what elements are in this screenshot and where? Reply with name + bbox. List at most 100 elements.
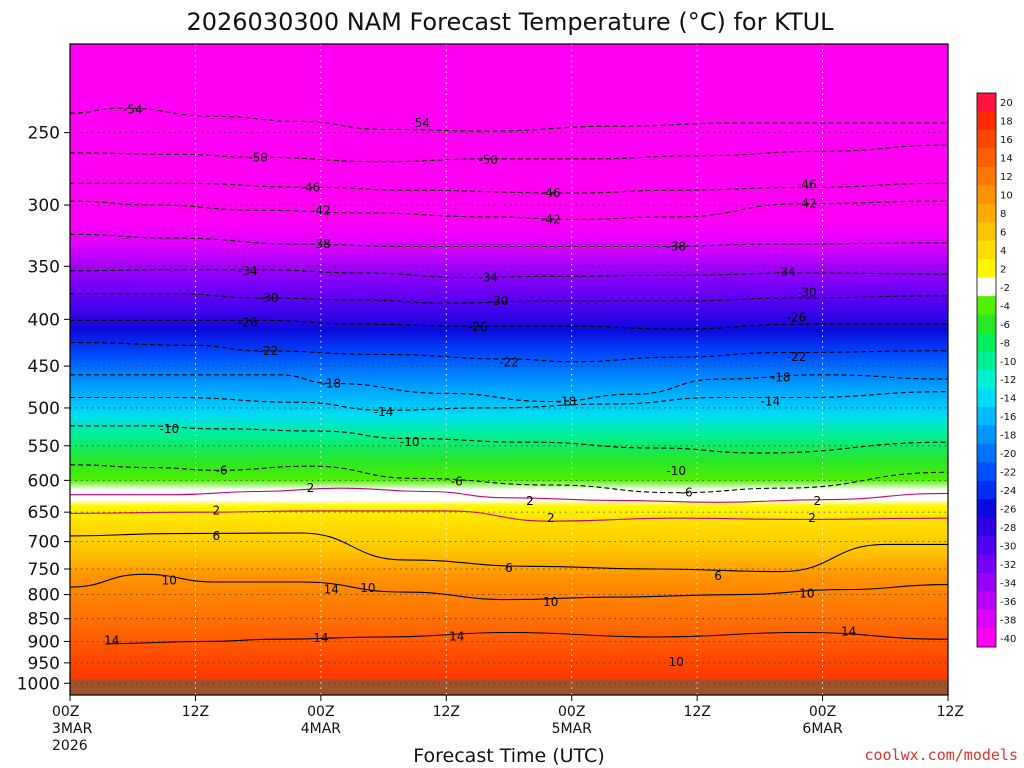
colorbar-label: -36 <box>1000 597 1016 608</box>
colorbar-swatch <box>977 185 996 205</box>
contour-label: -46 <box>301 180 321 194</box>
isotherm-2 <box>70 510 948 522</box>
chart-title: 2026030300 NAM Forecast Temperature (°C)… <box>186 8 834 36</box>
contour-label: -6 <box>681 486 693 500</box>
contour-label: 10 <box>799 587 814 601</box>
contour-label: -26 <box>238 315 258 329</box>
colorbar-swatch <box>977 573 996 592</box>
contour-label: 6 <box>213 529 221 543</box>
ground-layer <box>70 679 948 695</box>
y-tick-label: 950 <box>28 654 60 674</box>
contour-label: -50 <box>248 150 268 164</box>
colorbar-label: -40 <box>1000 634 1016 645</box>
x-tick-label: 00Z <box>307 704 334 720</box>
contour-label: 10 <box>669 655 684 669</box>
x-tick-label: 00Z <box>558 704 585 720</box>
colorbar-swatch <box>977 93 996 112</box>
contour-label: -10 <box>159 422 179 436</box>
contour-label: -26 <box>468 320 488 334</box>
y-tick-label: 250 <box>28 124 60 144</box>
x-tick-label: 12Z <box>683 704 710 720</box>
colorbar-swatch <box>977 406 996 426</box>
colorbar-label: -16 <box>1000 412 1016 423</box>
x-axis-label: Forecast Time (UTC) <box>413 745 604 767</box>
colorbar-swatch <box>977 443 996 463</box>
y-tick-label: 400 <box>28 310 60 330</box>
colorbar-label: -14 <box>1000 394 1016 405</box>
y-tick-label: 900 <box>28 632 60 652</box>
y-tick-label: 550 <box>28 437 60 457</box>
contour-label: -6 <box>216 463 228 477</box>
contour-label: 10 <box>162 573 177 587</box>
colorbar-label: -32 <box>1000 560 1016 571</box>
isotherm--26 <box>70 319 948 330</box>
colorbar-swatch <box>977 296 996 315</box>
colorbar-swatch <box>977 111 996 131</box>
colorbar-label: -6 <box>1000 320 1010 331</box>
colorbar-label: -10 <box>1000 357 1016 368</box>
colorbar-label: 8 <box>1000 209 1006 220</box>
contour-label: 2 <box>814 494 822 508</box>
isotherm-14 <box>106 631 948 645</box>
colorbar-swatch <box>977 499 996 519</box>
contour-label: -34 <box>776 265 796 279</box>
colorbar-label: 14 <box>1000 154 1013 165</box>
isotherm-10 <box>70 573 948 601</box>
contour-label: 2 <box>307 481 315 495</box>
contour-label: -30 <box>489 294 509 308</box>
colorbar-swatch <box>977 148 996 168</box>
contour-label: -38 <box>311 237 331 251</box>
contour-label: -42 <box>541 212 561 226</box>
colorbar-swatch <box>977 277 996 297</box>
contour-label: -34 <box>238 264 258 278</box>
isotherm--54 <box>70 107 948 132</box>
contour-label: -46 <box>541 186 561 200</box>
contour-label: 2 <box>547 511 555 525</box>
grid-lines <box>70 44 948 695</box>
contour-label: -6 <box>451 475 463 489</box>
credit-link[interactable]: coolwx.com/models <box>864 746 1018 764</box>
isotherm--42 <box>70 200 948 220</box>
contour-label: -54 <box>410 116 430 130</box>
colorbar-label: -22 <box>1000 468 1016 479</box>
colorbar-label: 18 <box>1000 117 1013 128</box>
contour-label: -38 <box>666 239 686 253</box>
contour-label: 14 <box>324 583 339 597</box>
colorbar-label: 6 <box>1000 228 1006 239</box>
colorbar-swatch <box>977 240 996 260</box>
contour-label: -14 <box>374 405 394 419</box>
colorbar-swatch <box>977 370 996 389</box>
colorbar-swatch <box>977 203 996 223</box>
colorbar-label: -20 <box>1000 449 1016 460</box>
contour-label: -50 <box>478 153 498 167</box>
colorbar-label: -38 <box>1000 615 1016 626</box>
x-tick-label: 2026 <box>52 738 88 754</box>
colorbar-swatch <box>977 480 996 500</box>
contour-label: 10 <box>360 581 375 595</box>
y-tick-label: 450 <box>28 357 60 377</box>
contour-label: -42 <box>797 197 817 211</box>
colorbar-swatch <box>977 351 996 371</box>
colorbar-label: -28 <box>1000 523 1016 534</box>
contour-label: -30 <box>259 291 279 305</box>
contour-label: 2 <box>808 511 816 525</box>
colorbar-swatch <box>977 222 996 242</box>
y-tick-label: 300 <box>28 196 60 216</box>
isotherm--38 <box>70 233 948 248</box>
x-tick-label: 00Z <box>52 704 79 720</box>
colorbar-label: -34 <box>1000 578 1016 589</box>
x-tick-label: 12Z <box>937 704 964 720</box>
y-tick-label: 800 <box>28 586 60 606</box>
x-tick-label: 6MAR <box>802 721 843 737</box>
colorbar-legend: 20 18 16 14 12 10 8 6 4 2 -2 -4 -6 -8 -10 -12 -14 -16 -18 -… <box>976 92 1016 648</box>
contour-label: 10 <box>543 595 558 609</box>
colorbar-label: -24 <box>1000 486 1016 497</box>
contour-label: -10 <box>666 464 686 478</box>
contour-label: 14 <box>104 634 119 648</box>
isotherm-contours <box>70 107 948 645</box>
contour-label: -34 <box>478 270 498 284</box>
isotherm--50 <box>70 144 948 163</box>
y-tick-label: 1000 <box>17 674 60 694</box>
